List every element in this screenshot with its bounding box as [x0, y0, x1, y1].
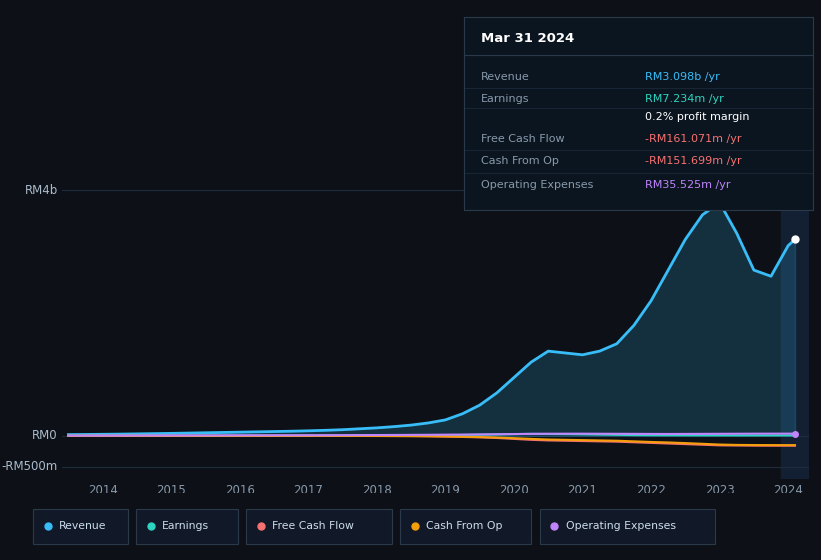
Text: Free Cash Flow: Free Cash Flow	[481, 134, 565, 144]
Text: Operating Expenses: Operating Expenses	[566, 521, 676, 531]
Text: Mar 31 2024: Mar 31 2024	[481, 31, 575, 45]
Text: RM4b: RM4b	[25, 184, 57, 197]
Text: RM35.525m /yr: RM35.525m /yr	[645, 180, 731, 190]
Text: Earnings: Earnings	[481, 94, 530, 104]
FancyBboxPatch shape	[539, 509, 714, 544]
Text: Earnings: Earnings	[162, 521, 209, 531]
FancyBboxPatch shape	[246, 509, 392, 544]
Text: RM3.098b /yr: RM3.098b /yr	[645, 72, 720, 82]
Text: Free Cash Flow: Free Cash Flow	[273, 521, 355, 531]
Text: -RM151.699m /yr: -RM151.699m /yr	[645, 156, 742, 166]
Text: Operating Expenses: Operating Expenses	[481, 180, 594, 190]
Bar	[782, 160, 809, 479]
Text: Cash From Op: Cash From Op	[426, 521, 503, 531]
FancyBboxPatch shape	[135, 509, 238, 544]
FancyBboxPatch shape	[33, 509, 127, 544]
Text: RM7.234m /yr: RM7.234m /yr	[645, 94, 724, 104]
Text: Revenue: Revenue	[481, 72, 530, 82]
Text: 0.2% profit margin: 0.2% profit margin	[645, 112, 750, 122]
Text: Revenue: Revenue	[59, 521, 107, 531]
FancyBboxPatch shape	[400, 509, 531, 544]
Text: Cash From Op: Cash From Op	[481, 156, 559, 166]
Text: -RM161.071m /yr: -RM161.071m /yr	[645, 134, 742, 144]
Text: RM0: RM0	[32, 430, 57, 442]
Text: -RM500m: -RM500m	[2, 460, 57, 473]
